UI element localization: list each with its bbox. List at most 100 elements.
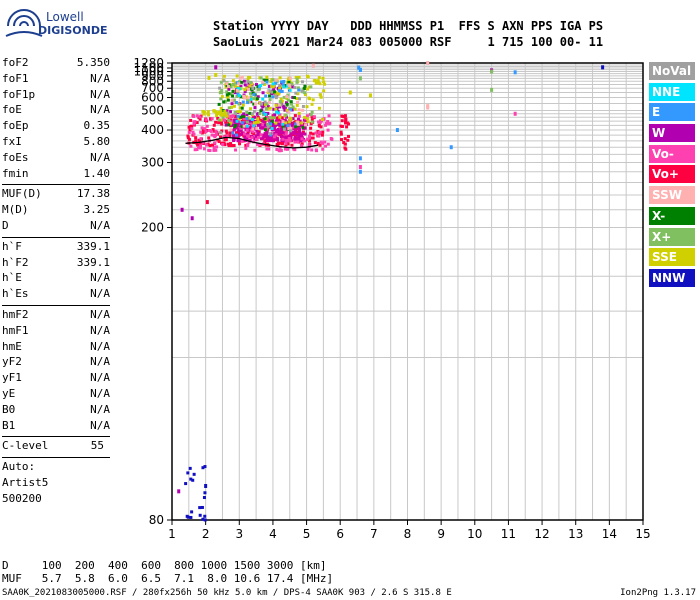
echo-point <box>250 136 254 140</box>
echo-point <box>343 137 347 141</box>
echo-point <box>224 119 228 123</box>
y-tick-label: 1100 <box>133 61 164 75</box>
echo-point <box>317 80 321 84</box>
echo-point <box>513 70 517 75</box>
echo-point <box>358 156 362 161</box>
param-row-hes: h`Es N/A <box>2 287 110 303</box>
echo-point <box>294 136 298 140</box>
echo-point <box>218 135 222 139</box>
echo-point <box>242 124 246 128</box>
echo-point <box>228 121 232 125</box>
echo-point <box>295 77 299 81</box>
echo-point <box>513 111 517 116</box>
echo-point <box>227 87 231 91</box>
echo-point <box>194 139 198 143</box>
param-row-b0: B0 N/A <box>2 403 110 419</box>
x-tick-label: 8 <box>404 527 412 541</box>
echo-point <box>189 144 193 148</box>
echo-point <box>283 119 287 123</box>
echo-point <box>297 138 301 142</box>
scaled-parameters-panel: foF2 5.350 foF1 N/A foF1p N/A foE N/A foEp 0.35 fx… <box>2 56 110 508</box>
echo-point <box>261 113 265 117</box>
echo-point <box>300 142 304 146</box>
y-tick-label: 1000 <box>133 65 164 79</box>
echo-point <box>249 97 253 101</box>
echo-point <box>263 123 267 127</box>
echo-point <box>243 96 247 100</box>
echo-point <box>301 125 305 129</box>
echo-point <box>344 118 348 122</box>
echo-point <box>297 111 301 115</box>
echo-point <box>229 118 233 122</box>
param-row-yf2: yF2 N/A <box>2 355 110 371</box>
echo-point <box>267 84 271 88</box>
param-row-hf: h`F 339.1 <box>2 240 110 256</box>
echo-point <box>243 134 247 138</box>
echo-point <box>209 129 213 133</box>
echo-point <box>187 137 191 141</box>
echo-point <box>321 130 325 134</box>
echo-point <box>231 79 235 83</box>
echo-point <box>199 137 203 141</box>
echo-point <box>217 140 221 144</box>
echo-point <box>292 96 296 100</box>
echo-point <box>319 95 323 99</box>
echo-point <box>275 142 279 146</box>
echo-point <box>247 126 251 130</box>
echo-point <box>199 130 203 134</box>
echo-point <box>294 122 298 126</box>
echo-point <box>278 86 282 90</box>
echo-point <box>252 97 256 101</box>
echo-point <box>264 103 268 107</box>
echo-point <box>250 82 254 86</box>
echo-point <box>231 128 235 132</box>
echo-point <box>195 121 199 125</box>
echo-point <box>219 113 223 117</box>
legend-item-nnw: NNW <box>649 268 695 287</box>
echo-point <box>235 81 239 85</box>
echo-point <box>344 119 348 123</box>
echo-point <box>267 139 271 143</box>
echo-point <box>251 91 255 95</box>
echo-point <box>309 113 313 117</box>
autoscale-info-line: Artist5 <box>2 475 49 489</box>
y-tick-label: 200 <box>141 221 164 235</box>
echo-point <box>231 131 235 135</box>
echo-point <box>274 128 278 132</box>
echo-point <box>266 89 270 93</box>
echo-point <box>259 133 263 137</box>
echo-point <box>240 121 244 125</box>
echo-point <box>265 75 269 79</box>
echo-point <box>294 125 298 129</box>
echo-point <box>316 130 320 134</box>
echo-point <box>297 134 301 138</box>
echo-point <box>259 76 263 80</box>
echo-point <box>252 132 256 136</box>
echo-point <box>288 76 292 80</box>
echo-point <box>339 130 343 134</box>
echo-point <box>358 165 362 170</box>
echo-point <box>220 129 224 133</box>
echo-point <box>301 130 305 134</box>
echo-point <box>321 147 325 151</box>
echo-point <box>207 136 211 140</box>
echo-point <box>298 119 302 123</box>
echo-point <box>279 103 283 107</box>
echo-point <box>230 102 234 106</box>
echo-point <box>192 472 196 476</box>
echo-point <box>230 144 234 148</box>
echo-point <box>225 82 229 86</box>
echo-point <box>192 114 196 118</box>
echo-point <box>236 135 240 139</box>
echo-point <box>285 108 289 112</box>
echo-point <box>236 131 240 135</box>
echo-point <box>247 116 251 120</box>
echo-point <box>197 138 201 142</box>
param-name: foEs <box>2 150 29 164</box>
echo-point <box>240 139 244 143</box>
echo-point <box>233 115 237 119</box>
param-value: N/A <box>90 386 110 400</box>
echo-point <box>202 496 206 500</box>
echo-point <box>309 126 313 130</box>
